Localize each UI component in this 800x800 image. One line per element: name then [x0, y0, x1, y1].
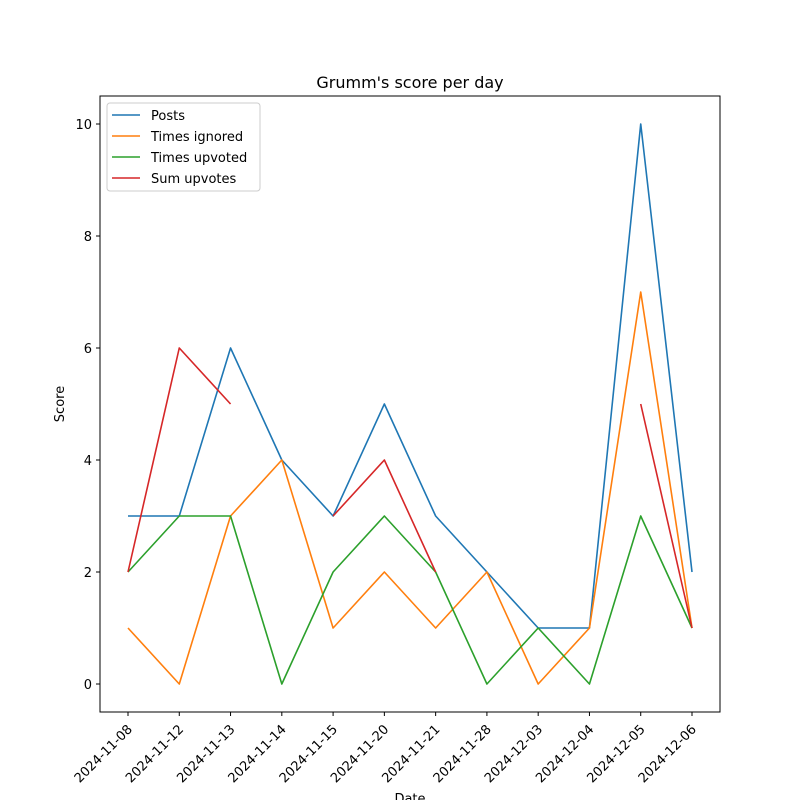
chart-title: Grumm's score per day [316, 73, 503, 92]
series-line-sum-upvotes [332, 459, 437, 573]
legend-label-times-ignored: Times ignored [150, 130, 243, 145]
y-tick-label: 10 [75, 118, 92, 133]
y-tick-label: 6 [84, 342, 92, 357]
series-lines [127, 123, 693, 685]
series-line-times-ignored [127, 291, 693, 685]
legend-label-sum-upvotes: Sum upvotes [151, 172, 237, 187]
x-axis-label: Date [394, 792, 425, 800]
y-tick-label: 0 [84, 678, 92, 693]
legend: Posts Times ignored Times upvoted Sum upvot… [106, 102, 261, 192]
y-tick-label: 4 [84, 454, 92, 469]
legend-label-posts: Posts [151, 109, 185, 124]
y-axis-label: Score [53, 386, 68, 422]
series-line-sum-upvotes [127, 347, 232, 573]
legend-label-times-upvoted: Times upvoted [150, 151, 247, 166]
series-line-times-upvoted [127, 515, 693, 685]
legend-box [106, 102, 261, 192]
series-line-posts [128, 123, 693, 629]
y-axis: 0 2 4 6 8 10 [75, 118, 100, 693]
y-tick-label: 2 [84, 566, 92, 581]
y-tick-label: 8 [84, 230, 92, 245]
series-line-sum-upvotes [639, 403, 693, 629]
plot-area [99, 95, 721, 713]
x-axis: 2024-11-082024-11-122024-11-132024-11-14… [72, 712, 700, 786]
